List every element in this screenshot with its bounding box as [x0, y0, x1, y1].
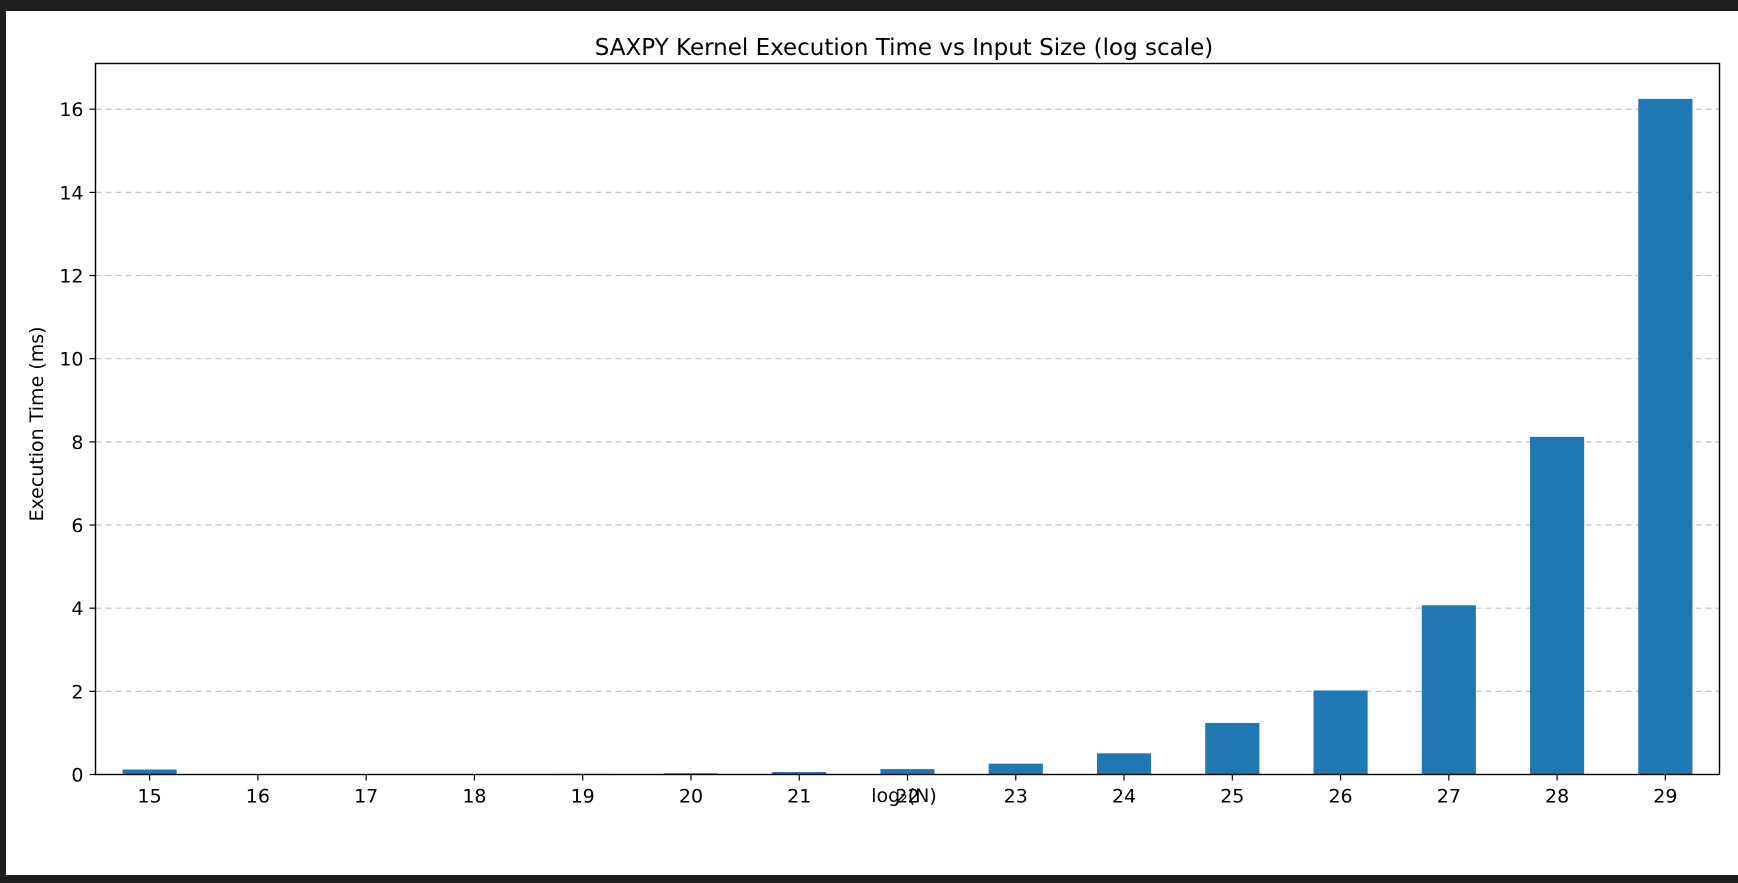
y-tick-label: 14	[59, 182, 83, 204]
y-tick-label: 8	[71, 432, 83, 454]
y-tick-label: 0	[71, 765, 83, 787]
y-axis-label: Execution Time (ms)	[26, 326, 48, 521]
bar-29	[1638, 98, 1693, 775]
x-tick-label: 16	[246, 786, 270, 808]
x-tick-label: 15	[138, 786, 162, 808]
y-tick-label: 12	[59, 266, 83, 288]
x-tick-label: 28	[1545, 786, 1569, 808]
bar-15	[122, 769, 177, 775]
bar-27	[1421, 605, 1476, 775]
bar-chart: SAXPY Kernel Execution Time vs Input Siz…	[26, 35, 1721, 808]
bar-26	[1313, 690, 1368, 775]
x-tick-label: 29	[1653, 786, 1677, 808]
x-tick-label: 21	[787, 786, 811, 808]
bar-28	[1530, 436, 1585, 775]
x-tick-label: 20	[679, 786, 703, 808]
grid-lines	[95, 108, 1720, 692]
x-tick-label: 23	[1004, 786, 1028, 808]
x-tick-label: 27	[1437, 786, 1461, 808]
y-tick-label: 6	[71, 515, 83, 537]
x-tick-label: 26	[1328, 786, 1352, 808]
x-tick-label: 22	[895, 786, 919, 808]
x-tick-label: 25	[1220, 786, 1244, 808]
x-axis-label: log₂(N)	[871, 785, 937, 807]
y-tick-label: 4	[71, 598, 83, 620]
y-tick-label: 10	[59, 349, 83, 371]
bar-23	[988, 763, 1043, 775]
y-tick-label: 2	[71, 681, 83, 703]
y-axis-ticks: 0 2 4 6 8 10 12 14 16	[59, 99, 96, 787]
chart-canvas: SAXPY Kernel Execution Time vs Input Siz…	[6, 11, 1738, 875]
x-axis-ticks: 15 16 17 18 19 20 21 22 23 24 25 26 27 28 29	[138, 774, 1677, 808]
y-tick-label: 16	[59, 99, 83, 121]
x-tick-label: 19	[571, 786, 595, 808]
bar-21	[772, 772, 827, 775]
x-tick-label: 24	[1112, 786, 1136, 808]
chart-title: SAXPY Kernel Execution Time vs Input Siz…	[595, 35, 1213, 61]
x-tick-label: 17	[354, 786, 378, 808]
bar-24	[1096, 753, 1152, 775]
bars	[122, 98, 1693, 775]
bar-25	[1205, 722, 1260, 775]
x-tick-label: 18	[462, 786, 486, 808]
bar-22	[880, 769, 935, 775]
